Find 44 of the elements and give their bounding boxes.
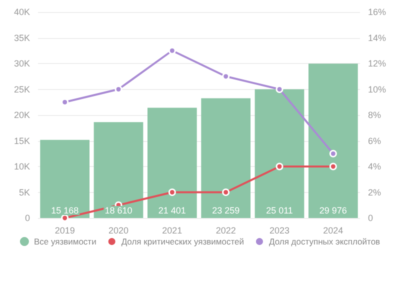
data-label: 25 011 bbox=[266, 206, 293, 216]
y2-tick-label: 12% bbox=[368, 58, 386, 68]
data-label: 15 168 bbox=[51, 206, 79, 216]
y-tick-label: 20K bbox=[14, 110, 30, 120]
y-tick-label: 0 bbox=[24, 213, 30, 223]
y2-tick-label: 8% bbox=[368, 110, 382, 120]
bar bbox=[94, 122, 144, 218]
point bbox=[276, 162, 284, 170]
bar bbox=[254, 89, 304, 218]
bar bbox=[308, 64, 358, 218]
point bbox=[222, 188, 230, 196]
y2-tick-label: 6% bbox=[368, 136, 382, 146]
y-tick-label: 5K bbox=[18, 187, 30, 198]
y-tick-label: 15K bbox=[14, 136, 30, 146]
x-tick-label: 2021 bbox=[162, 226, 182, 236]
point bbox=[168, 188, 176, 196]
legend-label: Доля доступных эксплойтов bbox=[268, 236, 381, 246]
data-label: 18 610 bbox=[104, 206, 132, 216]
bar bbox=[147, 108, 197, 218]
y2-tick-label: 10% bbox=[368, 84, 386, 94]
bar bbox=[201, 98, 251, 218]
y2-tick-label: 16% bbox=[368, 7, 386, 17]
y-tick-label: 40K bbox=[14, 7, 30, 17]
data-label: 21 401 bbox=[158, 206, 186, 216]
x-tick-label: 2022 bbox=[216, 226, 236, 236]
x-tick-label: 2020 bbox=[108, 226, 129, 236]
x-tick-label: 2024 bbox=[323, 226, 344, 236]
y2-tick-label: 14% bbox=[368, 32, 386, 43]
point bbox=[329, 162, 337, 170]
y-tick-label: 25K bbox=[14, 84, 30, 94]
x-tick-label: 2019 bbox=[54, 226, 75, 236]
y-tick-label: 10K bbox=[14, 162, 30, 172]
data-label: 29 976 bbox=[319, 206, 347, 216]
legend-label: Доля критических уязвимостей bbox=[121, 236, 244, 246]
y-tick-label: 30K bbox=[14, 58, 30, 68]
data-label: 23 259 bbox=[212, 206, 240, 216]
y2-tick-label: 0 bbox=[368, 213, 374, 223]
y2-tick-label: 2% bbox=[368, 187, 382, 198]
bar bbox=[40, 140, 90, 218]
y2-tick-label: 4% bbox=[368, 162, 382, 172]
legend-label: Все уязвимости bbox=[34, 236, 97, 246]
x-tick-label: 2023 bbox=[269, 226, 290, 236]
point bbox=[329, 150, 337, 158]
y-tick-label: 35K bbox=[14, 32, 30, 43]
